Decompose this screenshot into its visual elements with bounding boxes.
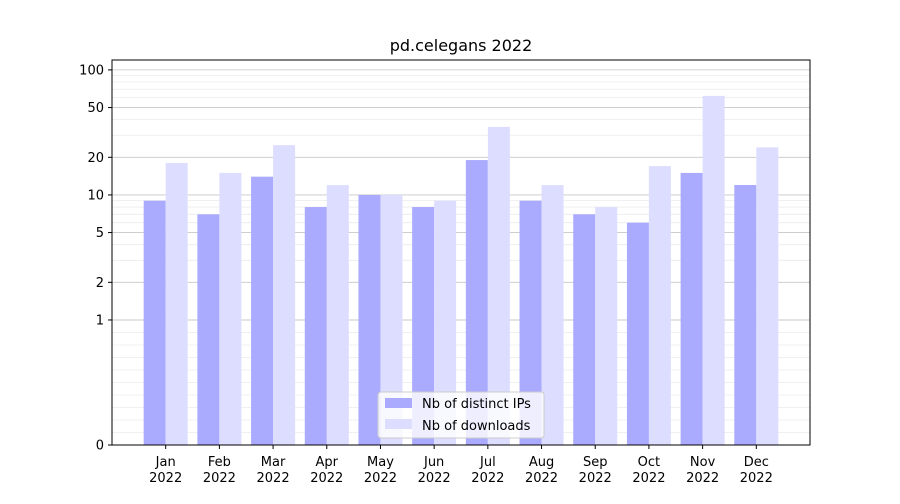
- chart-title: pd.celegans 2022: [390, 36, 533, 55]
- legend-swatch-downloads: [385, 419, 412, 429]
- bar-downloads-mar: [273, 145, 296, 445]
- bar-distinct-ips-apr: [304, 207, 327, 445]
- bar-downloads-jul: [487, 126, 510, 446]
- bar-downloads-aug: [541, 185, 564, 445]
- x-tick-label-month: Jan: [155, 455, 176, 470]
- x-tick-label-year: 2022: [149, 471, 182, 486]
- bar-downloads-dec: [756, 147, 779, 446]
- legend-label-downloads: Nb of downloads: [422, 419, 531, 434]
- bar-downloads-apr: [326, 185, 349, 445]
- x-tick-label-month: Dec: [744, 455, 769, 470]
- bar-distinct-ips-jan: [143, 200, 166, 445]
- y-tick-label: 100: [79, 63, 104, 78]
- bar-distinct-ips-jul: [465, 160, 488, 445]
- x-tick-label-month: Aug: [529, 455, 554, 470]
- x-tick-label-year: 2022: [686, 471, 719, 486]
- legend-label-distinct-ips: Nb of distinct IPs: [422, 397, 531, 412]
- bar-distinct-ips-aug: [519, 200, 542, 445]
- legend: Nb of distinct IPs Nb of downloads: [377, 391, 545, 439]
- x-tick-label-month: Nov: [690, 455, 716, 470]
- bar-distinct-ips-dec: [734, 185, 757, 445]
- bar-downloads-feb: [219, 172, 242, 445]
- y-tick-label: 2: [96, 276, 104, 291]
- y-tick-label: 5: [96, 226, 104, 241]
- x-tick-label-year: 2022: [579, 471, 612, 486]
- x-tick-label-year: 2022: [364, 471, 397, 486]
- bar-downloads-sep: [595, 207, 618, 445]
- x-tick-label-year: 2022: [525, 471, 558, 486]
- bar-distinct-ips-nov: [680, 172, 703, 445]
- x-tick-label-year: 2022: [471, 471, 504, 486]
- x-tick-label-month: Jul: [479, 455, 496, 470]
- bar-distinct-ips-feb: [197, 214, 220, 445]
- y-tick-label: 50: [87, 101, 104, 116]
- x-tick-label-year: 2022: [203, 471, 236, 486]
- bar-distinct-ips-oct: [626, 222, 649, 445]
- bar-distinct-ips-jun: [412, 207, 435, 445]
- x-tick-label-year: 2022: [257, 471, 290, 486]
- x-tick-label-month: Mar: [261, 455, 286, 470]
- y-axis: 0 1 2 5 10 20 50 100: [79, 63, 112, 454]
- bar-distinct-ips-mar: [251, 176, 274, 445]
- y-tick-label: 20: [87, 151, 104, 166]
- y-tick-label: 10: [87, 188, 104, 203]
- bar-distinct-ips-sep: [573, 214, 596, 445]
- x-tick-label-month: Jun: [423, 455, 444, 470]
- bars: [143, 95, 779, 446]
- bar-downloads-jan: [165, 163, 188, 445]
- legend-swatch-distinct-ips: [385, 398, 412, 408]
- x-tick-label-year: 2022: [632, 471, 665, 486]
- x-tick-label-year: 2022: [740, 471, 773, 486]
- y-tick-label: 1: [96, 313, 104, 328]
- x-tick-label-month: Apr: [316, 455, 339, 470]
- plot-frame: [111, 59, 811, 446]
- x-tick-label-month: Sep: [583, 455, 608, 470]
- bar-downloads-oct: [648, 166, 671, 445]
- y-tick-label: 0: [96, 439, 104, 454]
- bar-downloads-jun: [434, 200, 457, 445]
- x-tick-label-month: Feb: [208, 455, 231, 470]
- bar-distinct-ips-may: [358, 194, 381, 445]
- bar-downloads-nov: [702, 95, 725, 446]
- x-axis: Jan2022Feb2022Mar2022Apr2022May2022Jun20…: [149, 445, 773, 486]
- x-tick-label-month: May: [367, 455, 394, 470]
- legend-box: [377, 391, 545, 439]
- x-tick-label-month: Oct: [638, 455, 660, 470]
- bar-downloads-may: [380, 194, 403, 445]
- x-tick-label-year: 2022: [418, 471, 451, 486]
- x-tick-label-year: 2022: [310, 471, 343, 486]
